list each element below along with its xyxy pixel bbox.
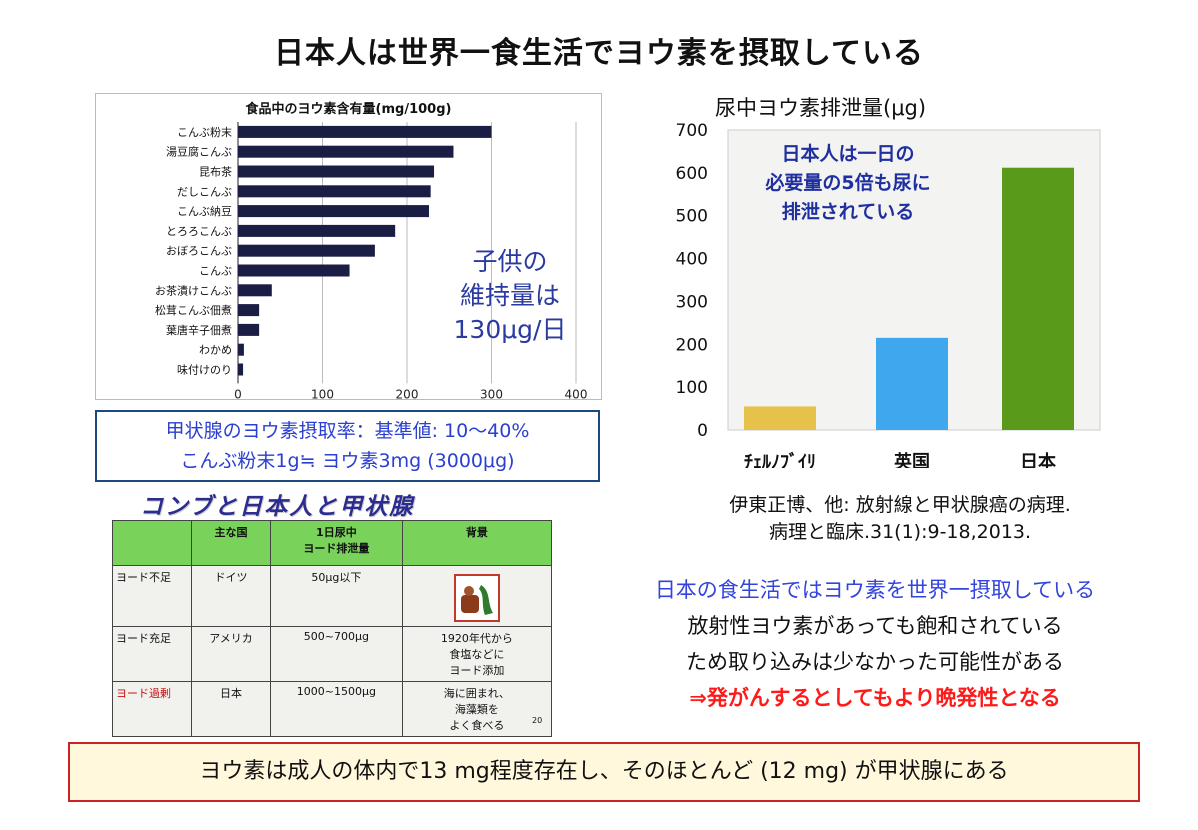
row-country: アメリカ — [191, 626, 272, 682]
urine-excretion-note: 日本人は一日の 必要量の5倍も尿に 排泄されている — [728, 140, 968, 227]
bar — [238, 343, 244, 356]
bar — [238, 224, 396, 237]
x-tick-label: 0 — [234, 387, 242, 399]
x-tick-label: 200 — [396, 387, 419, 399]
y-tick-label: 600 — [676, 164, 708, 184]
urine-iodine-chart-svg: 0 100 200 300 400 500 600 700 ﾁｪﾙﾉﾌﾞｲﾘ 英国 日本 — [676, 121, 1101, 473]
child-requirement-line-3: 130μg/日 — [453, 314, 567, 344]
y-tick-label: 300 — [676, 292, 708, 312]
row-value: 500~700μg — [270, 626, 403, 682]
bar — [238, 205, 429, 218]
bar — [238, 304, 260, 317]
conclusion-line-4: ⇒発がんするとしてもより晩発性となる — [689, 686, 1061, 710]
thyroid-uptake-line-2: こんぶ粉末1g≒ ヨウ素3mg (3000μg) — [180, 450, 515, 472]
conclusion: 日本の食生活ではヨウ素を世界一摂取している 放射性ヨウ素があっても飽和されている… — [560, 572, 1190, 716]
row-value: 1000~1500μg — [270, 681, 403, 737]
table-page-number: 20 — [532, 716, 543, 725]
y-tick-label: 100 — [676, 378, 708, 398]
bar — [238, 165, 435, 178]
urine-iodine-chart-title: 尿中ヨウ素排泄量(μg) — [715, 96, 927, 120]
conclusion-line-2: 放射性ヨウ素があっても飽和されている — [687, 614, 1063, 638]
citation-line-2: 病理と臨床.31(1):9-18,2013. — [768, 521, 1032, 543]
bar — [238, 264, 350, 277]
bar — [876, 337, 948, 430]
category-label: お茶漬けこんぶ — [155, 283, 232, 297]
bar — [238, 185, 431, 198]
category-label: ﾁｪﾙﾉﾌﾞｲﾘ — [744, 451, 816, 468]
table-header-excretion: 1日尿中 ヨード排泄量 — [270, 520, 403, 566]
table-row: ヨード不足 ドイツ 50μg以下 — [111, 565, 553, 627]
urine-excretion-line-2: 必要量の5倍も尿に — [765, 172, 931, 194]
child-requirement-note: 子供の 維持量は 130μg/日 — [400, 245, 620, 346]
table-row: ヨード充足 アメリカ 500~700μg 1920年代から 食塩などに ヨード添… — [111, 626, 553, 682]
bar — [238, 125, 492, 138]
bar — [238, 145, 454, 158]
category-label: こんぶ納豆 — [177, 205, 232, 218]
category-label: こんぶ — [199, 265, 232, 278]
x-tick-label: 100 — [311, 387, 334, 399]
bar — [238, 323, 260, 336]
category-label: 昆布茶 — [199, 166, 232, 179]
iodine-content-chart: 0 100 200 300 400 こんぶ粉末湯豆腐こんぶ昆布茶だしこんぶこんぶ納豆とろろ… — [95, 93, 602, 400]
row-value: 50μg以下 — [270, 565, 403, 627]
category-label: 湯豆腐こんぶ — [166, 145, 232, 159]
category-label: とろろこんぶ — [166, 225, 232, 238]
iodine-content-chart-svg: 0 100 200 300 400 こんぶ粉末湯豆腐こんぶ昆布茶だしこんぶこんぶ納豆とろろ… — [155, 122, 588, 399]
row-status: ヨード充足 — [111, 626, 193, 682]
y-tick-label: 400 — [676, 250, 708, 270]
category-label: 葉唐辛子佃煮 — [166, 323, 232, 337]
conclusion-line-3: ため取り込みは少なかった可能性がある — [686, 650, 1064, 674]
category-label: こんぶ粉末 — [177, 125, 232, 139]
row-background: 1920年代から 食塩などに ヨード添加 — [401, 626, 553, 682]
row-status: ヨード過剰 — [111, 681, 193, 737]
thyroid-uptake-box: 甲状腺のヨウ素摂取率：基準値: 10～40% こんぶ粉末1g≒ ヨウ素3mg (… — [95, 410, 600, 482]
thyroid-uptake-line-1: 甲状腺のヨウ素摂取率：基準値: 10～40% — [165, 420, 530, 442]
category-label: 味付けのり — [177, 364, 232, 377]
category-label: おぼろこんぶ — [166, 245, 232, 258]
category-label: 英国 — [893, 451, 930, 468]
table-header-background: 背景 — [401, 520, 553, 566]
konbu-table: 主な国 1日尿中 ヨード排泄量 背景 ヨード不足 ドイツ 50μg以下 ヨード充… — [111, 520, 553, 737]
bar — [238, 363, 244, 376]
y-tick-label: 500 — [676, 207, 708, 227]
child-requirement-line-1: 子供の — [472, 247, 548, 276]
bar — [238, 284, 272, 297]
citation: 伊東正博、他: 放射線と甲状腺癌の病理. 病理と臨床.31(1):9-18,20… — [640, 492, 1160, 546]
bottom-note: ヨウ素は成人の体内で13 mg程度存在し、そのほとんど (12 mg) が甲状腺… — [68, 742, 1140, 802]
x-tick-label: 400 — [565, 387, 588, 399]
child-requirement-line-2: 維持量は — [459, 280, 560, 310]
category-label: だしこんぶ — [177, 185, 232, 198]
category-label: 松茸こんぶ佃煮 — [155, 303, 232, 317]
row-country: 日本 — [191, 681, 272, 737]
category-label: 日本 — [1020, 451, 1056, 468]
row-status: ヨード不足 — [111, 565, 193, 627]
bar — [238, 244, 375, 257]
y-tick-label: 700 — [676, 121, 708, 141]
y-tick-label: 0 — [697, 421, 708, 441]
category-label: わかめ — [199, 344, 232, 357]
row-country: ドイツ — [191, 565, 272, 627]
urine-excretion-line-1: 日本人は一日の — [781, 143, 915, 165]
citation-line-1: 伊東正博、他: 放射線と甲状腺癌の病理. — [729, 494, 1071, 516]
row-background-image-cell — [401, 565, 553, 627]
table-header-blank — [111, 520, 193, 566]
conclusion-line-1: 日本の食生活ではヨウ素を世界一摂取している — [654, 578, 1096, 602]
bar — [744, 406, 816, 430]
urine-excretion-line-3: 排泄されている — [781, 201, 915, 223]
konbu-table-heading: コンブと日本人と甲状腺 — [140, 494, 415, 520]
table-row: ヨード過剰 日本 1000~1500μg 海に囲まれ、 海藻類を よく食べる — [111, 681, 553, 737]
y-tick-label: 200 — [676, 335, 708, 355]
bar — [1002, 167, 1074, 430]
urine-iodine-chart: 0 100 200 300 400 500 600 700 ﾁｪﾙﾉﾌﾞｲﾘ 英国 日本 — [650, 118, 1105, 473]
x-tick-label: 300 — [480, 387, 503, 399]
table-header-country: 主な国 — [191, 520, 272, 566]
table-header-row: 主な国 1日尿中 ヨード排泄量 背景 — [111, 520, 553, 566]
iodine-content-chart-title: 食品中のヨウ素含有量(mg/100g) — [245, 102, 452, 117]
kelp-jar-icon — [453, 574, 500, 622]
row-background: 海に囲まれ、 海藻類を よく食べる — [401, 681, 553, 737]
page-title: 日本人は世界一食生活でヨウ素を摂取している — [273, 36, 925, 71]
